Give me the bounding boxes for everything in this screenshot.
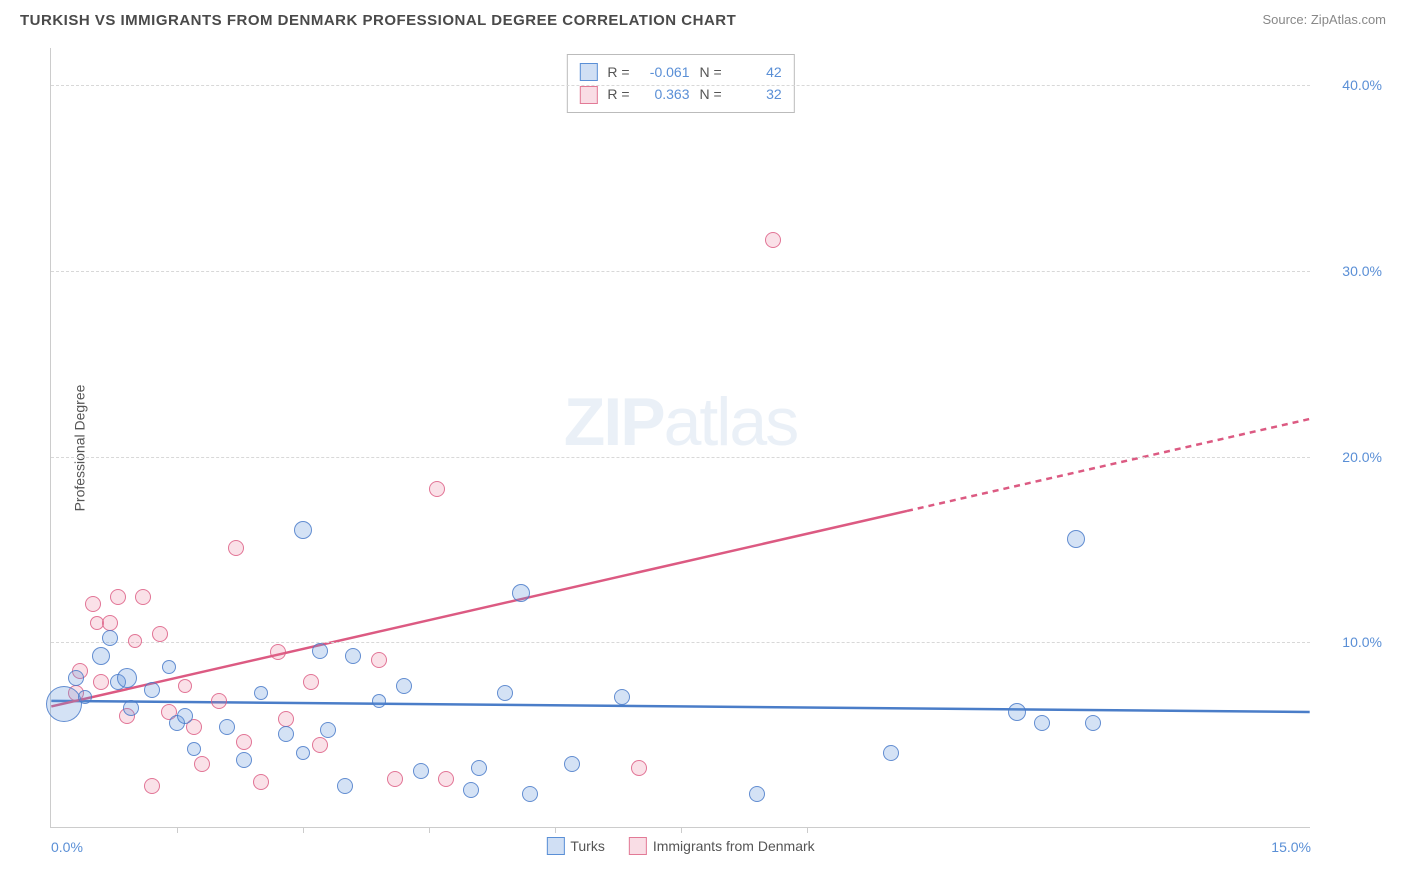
data-point-pink (144, 778, 160, 794)
data-point-pink (270, 644, 286, 660)
data-point-pink (152, 626, 168, 642)
data-point-pink (228, 540, 244, 556)
swatch-pink (629, 837, 647, 855)
x-tick-mark (681, 827, 682, 833)
gridline (51, 457, 1310, 458)
data-point-blue (497, 685, 513, 701)
data-point-pink (85, 596, 101, 612)
data-point-blue (92, 647, 110, 665)
data-point-pink (211, 693, 227, 709)
x-tick-mark (429, 827, 430, 833)
x-tick-mark (303, 827, 304, 833)
data-point-blue (294, 521, 312, 539)
plot-area: ZIPatlas R = -0.061 N = 42 R = 0.363 N =… (50, 48, 1310, 828)
data-point-pink (128, 634, 142, 648)
data-point-blue (522, 786, 538, 802)
data-point-blue (749, 786, 765, 802)
data-point-pink (110, 589, 126, 605)
data-point-pink (429, 481, 445, 497)
data-point-blue (1034, 715, 1050, 731)
legend-item-denmark: Immigrants from Denmark (629, 837, 815, 855)
data-point-pink (253, 774, 269, 790)
data-point-pink (278, 711, 294, 727)
data-point-blue (68, 670, 84, 686)
legend-row-pink: R = 0.363 N = 32 (579, 83, 781, 105)
y-tick-label: 30.0% (1342, 263, 1382, 279)
data-point-blue (413, 763, 429, 779)
data-point-blue (512, 584, 530, 602)
data-point-pink (135, 589, 151, 605)
data-point-blue (102, 630, 118, 646)
data-point-blue (372, 694, 386, 708)
data-point-blue (463, 782, 479, 798)
data-point-blue (614, 689, 630, 705)
data-point-blue (1085, 715, 1101, 731)
source-attribution: Source: ZipAtlas.com (1262, 12, 1386, 27)
data-point-pink (194, 756, 210, 772)
swatch-pink (579, 86, 597, 104)
data-point-blue (345, 648, 361, 664)
data-point-blue (296, 746, 310, 760)
legend-series: Turks Immigrants from Denmark (546, 837, 814, 855)
watermark: ZIPatlas (564, 383, 797, 461)
data-point-pink (303, 674, 319, 690)
gridline (51, 85, 1310, 86)
legend-statistics: R = -0.061 N = 42 R = 0.363 N = 32 (566, 54, 794, 113)
gridline (51, 642, 1310, 643)
data-point-blue (117, 668, 137, 688)
chart-container: Professional Degree ZIPatlas R = -0.061 … (50, 48, 1390, 848)
data-point-blue (123, 700, 139, 716)
data-point-blue (254, 686, 268, 700)
data-point-blue (219, 719, 235, 735)
data-point-blue (1067, 530, 1085, 548)
legend-row-blue: R = -0.061 N = 42 (579, 61, 781, 83)
data-point-blue (236, 752, 252, 768)
data-point-pink (102, 615, 118, 631)
data-point-pink (765, 232, 781, 248)
data-point-pink (312, 737, 328, 753)
data-point-blue (278, 726, 294, 742)
gridline (51, 271, 1310, 272)
data-point-blue (337, 778, 353, 794)
data-point-blue (162, 660, 176, 674)
y-tick-label: 10.0% (1342, 634, 1382, 650)
x-tick-mark (177, 827, 178, 833)
x-tick-label: 0.0% (51, 839, 83, 855)
data-point-pink (631, 760, 647, 776)
regression-lines (51, 48, 1310, 827)
y-tick-label: 40.0% (1342, 77, 1382, 93)
x-tick-mark (555, 827, 556, 833)
data-point-blue (78, 690, 92, 704)
x-tick-label: 15.0% (1271, 839, 1311, 855)
data-point-pink (178, 679, 192, 693)
data-point-blue (320, 722, 336, 738)
data-point-pink (438, 771, 454, 787)
swatch-blue (579, 63, 597, 81)
data-point-blue (46, 686, 82, 722)
data-point-blue (144, 682, 160, 698)
data-point-pink (371, 652, 387, 668)
x-tick-mark (807, 827, 808, 833)
data-point-blue (471, 760, 487, 776)
data-point-blue (312, 643, 328, 659)
data-point-blue (177, 708, 193, 724)
y-tick-label: 20.0% (1342, 449, 1382, 465)
data-point-pink (387, 771, 403, 787)
legend-item-turks: Turks (546, 837, 604, 855)
chart-title: TURKISH VS IMMIGRANTS FROM DENMARK PROFE… (20, 12, 736, 29)
data-point-pink (236, 734, 252, 750)
data-point-blue (564, 756, 580, 772)
data-point-blue (396, 678, 412, 694)
data-point-blue (883, 745, 899, 761)
data-point-blue (187, 742, 201, 756)
data-point-blue (1008, 703, 1026, 721)
swatch-blue (546, 837, 564, 855)
data-point-pink (93, 674, 109, 690)
